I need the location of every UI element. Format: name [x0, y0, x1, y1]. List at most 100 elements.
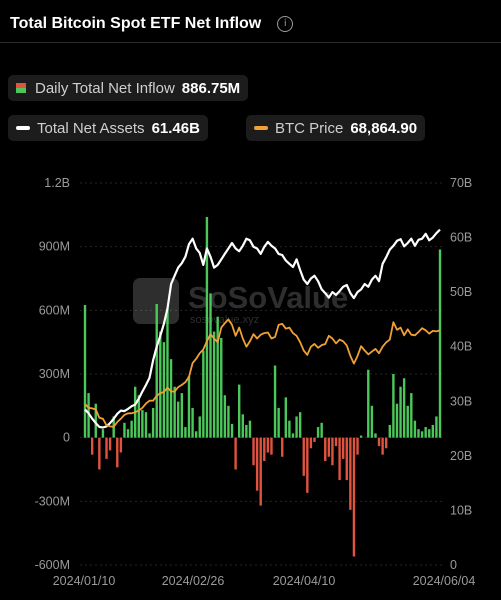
legend-daily-value: 886.75M	[181, 79, 241, 97]
left-tick-label: 0	[63, 431, 70, 445]
left-axis: 1.2B 900M 600M 300M 0 -300M -600M	[35, 176, 70, 572]
inflow-bar	[302, 437, 305, 476]
inflow-bar	[245, 424, 248, 438]
legend-daily-label: Daily Total Net Inflow	[35, 79, 175, 97]
legend-btc-price[interactable]: BTC Price 68,864.90	[246, 115, 426, 141]
inflow-bar	[191, 407, 194, 438]
inflow-bar	[162, 342, 166, 438]
inflow-bar	[148, 433, 151, 438]
inflow-bar	[126, 429, 130, 438]
inflow-bar	[263, 437, 266, 462]
inflow-bar	[184, 427, 187, 438]
inflow-bar	[291, 433, 295, 438]
inflow-bar	[108, 437, 112, 451]
inflow-bar	[123, 422, 126, 438]
right-axis: 70B 60B 50B 40B 30B 20B 10B 0	[450, 176, 472, 572]
left-tick-label: -300M	[35, 494, 70, 508]
inflow-bar	[320, 422, 323, 438]
inflow-bar	[90, 437, 94, 455]
inflow-bar	[327, 437, 331, 457]
inflow-bar	[227, 405, 230, 438]
inflow-bar	[399, 386, 402, 438]
x-tick-label: 2024/01/10	[53, 574, 116, 588]
grid	[80, 182, 442, 566]
inflow-bar	[392, 374, 395, 438]
inflow-bar	[385, 437, 388, 449]
inflow-bar	[306, 437, 309, 493]
legend-price-value: 68,864.90	[350, 119, 418, 137]
inflow-bar	[381, 437, 384, 455]
right-tick-label: 40B	[450, 340, 472, 354]
inflow-bar	[237, 384, 241, 438]
left-tick-label: 1.2B	[44, 176, 70, 190]
inflow-bar	[334, 437, 338, 447]
inflow-bar	[234, 437, 237, 470]
left-tick-label: 600M	[39, 303, 70, 317]
header: Total Bitcoin Spot ETF Net Inflow i	[10, 12, 294, 36]
inflow-bar	[177, 401, 180, 438]
bars	[83, 216, 442, 557]
inflow-bar	[159, 331, 162, 438]
inflow-bar	[151, 407, 155, 438]
inflow-bar	[341, 437, 345, 459]
inflow-bar	[410, 393, 413, 438]
inflow-bar	[216, 316, 219, 438]
inflow-bar	[255, 437, 259, 491]
inflow-bar	[223, 395, 227, 438]
right-tick-label: 20B	[450, 449, 472, 463]
watermark-brand: SoSoValue	[188, 280, 348, 315]
inflow-bar	[248, 420, 252, 438]
inflow-bar	[377, 437, 381, 447]
right-tick-label: 0	[450, 558, 457, 572]
inflow-bar	[259, 437, 262, 506]
inflow-bar	[298, 412, 302, 438]
inflow-bar	[116, 437, 119, 468]
inflow-bar	[169, 359, 173, 438]
left-tick-label: 300M	[39, 367, 70, 381]
inflow-bar	[220, 337, 223, 438]
inflow-bar	[180, 393, 184, 438]
inflow-bar	[352, 437, 356, 557]
inflow-bar	[194, 431, 198, 438]
inflow-bar	[395, 403, 399, 438]
legend-total-net-assets[interactable]: Total Net Assets 61.46B	[8, 115, 208, 141]
white-line-swatch-icon	[16, 126, 30, 130]
inflow-bar	[309, 437, 313, 449]
inflow-bar	[119, 437, 123, 453]
right-tick-label: 70B	[450, 176, 472, 190]
inflow-bar	[166, 308, 169, 438]
inflow-bar	[316, 427, 320, 438]
inflow-bar	[202, 350, 205, 438]
inflow-bar	[428, 429, 431, 438]
inflow-bar	[212, 331, 216, 438]
inflow-bar	[356, 437, 359, 455]
x-tick-label: 2024/02/26	[162, 574, 225, 588]
inflow-bar	[98, 437, 101, 470]
page-title: Total Bitcoin Spot ETF Net Inflow	[10, 15, 262, 32]
inflow-bar	[281, 437, 284, 457]
legend-price-label: BTC Price	[275, 119, 344, 137]
x-tick-label: 2024/06/04	[413, 574, 476, 588]
bar-swatch-icon	[16, 83, 26, 93]
inflow-bar	[205, 216, 209, 438]
inflow-bar	[313, 437, 316, 442]
inflow-bar	[349, 437, 352, 510]
info-icon[interactable]: i	[277, 16, 294, 32]
inflow-bar	[288, 420, 291, 438]
inflow-bar	[359, 435, 363, 438]
total-net-assets-line	[84, 228, 441, 429]
inflow-bar	[209, 293, 212, 438]
inflow-bar	[198, 416, 201, 438]
inflow-bar	[83, 305, 87, 438]
inflow-bar	[388, 424, 391, 438]
inflow-bar	[338, 437, 341, 481]
inflow-bar	[417, 429, 420, 438]
inflow-bar	[277, 407, 280, 438]
inflow-bar	[130, 420, 133, 438]
legend-daily-inflow[interactable]: Daily Total Net Inflow 886.75M	[8, 75, 249, 101]
inflow-bar	[105, 437, 108, 459]
inflow-bar	[87, 393, 90, 438]
right-tick-label: 60B	[450, 231, 472, 245]
inflow-bar	[435, 416, 438, 438]
inflow-bar	[370, 405, 374, 438]
